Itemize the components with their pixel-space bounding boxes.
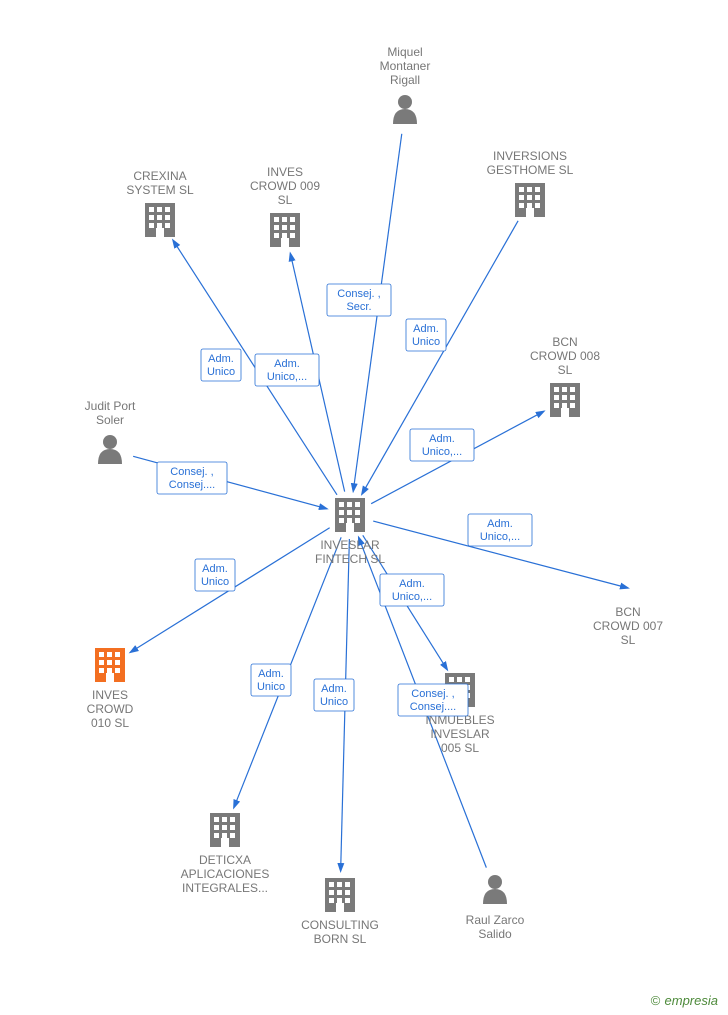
node-crexina[interactable]: CREXINASYSTEM SL (126, 169, 194, 237)
edge-label: Adm.Unico (251, 664, 291, 696)
edge-label: Consej. ,Secr. (327, 284, 391, 316)
node-judit[interactable]: Judit PortSoler (85, 399, 136, 464)
node-label: CONSULTINGBORN SL (301, 918, 379, 946)
node-inversions[interactable]: INVERSIONSGESTHOME SL (487, 149, 574, 217)
svg-text:© empresia: © empresia (650, 992, 718, 1009)
node-label: INVESLARFINTECH SL (315, 538, 385, 566)
copyright-symbol: © (650, 993, 660, 1008)
node-label: INVERSIONSGESTHOME SL (487, 149, 574, 177)
node-label: Raul ZarcoSalido (466, 913, 525, 941)
svg-text:Adm.Unico: Adm.Unico (257, 668, 285, 693)
node-bcn008[interactable]: BCNCROWD 008SL (530, 335, 600, 417)
node-inves010[interactable]: INVESCROWD010 SL (87, 648, 134, 730)
network-diagram: MiquelMontanerRigall INVERSIONSGESTHOME S… (0, 0, 728, 1015)
node-consulting[interactable]: CONSULTINGBORN SL (301, 878, 379, 946)
footer: © empresia (650, 992, 718, 1009)
node-bcn007[interactable]: BCNCROWD 007SL (593, 605, 663, 647)
brand-e: e (665, 993, 672, 1008)
edge-label: Adm.Unico (406, 319, 446, 351)
node-inves009[interactable]: INVESCROWD 009SL (250, 165, 320, 247)
node-label: DETICXAAPLICACIONESINTEGRALES... (181, 853, 270, 895)
svg-text:Adm.Unico: Adm.Unico (201, 563, 229, 588)
svg-text:Consej. ,Consej....: Consej. ,Consej.... (169, 466, 215, 491)
node-label: BCNCROWD 008SL (530, 335, 600, 377)
node-label: BCNCROWD 007SL (593, 605, 663, 647)
svg-text:Adm.Unico: Adm.Unico (320, 683, 348, 708)
node-label: CREXINASYSTEM SL (126, 169, 194, 197)
edge-label: Adm.Unico (201, 349, 241, 381)
nodes-layer: MiquelMontanerRigall INVERSIONSGESTHOME S… (85, 45, 664, 946)
edge-label: Adm.Unico (195, 559, 235, 591)
svg-text:Adm.Unico: Adm.Unico (207, 353, 235, 378)
edge-label: Adm.Unico,... (468, 514, 532, 546)
svg-text:Adm.Unico: Adm.Unico (412, 323, 440, 348)
node-miquel[interactable]: MiquelMontanerRigall (380, 45, 431, 124)
node-label: MiquelMontanerRigall (380, 45, 431, 87)
edge-label: Adm.Unico,... (410, 429, 474, 461)
node-label: INVESCROWD010 SL (87, 688, 134, 730)
edge-label: Adm.Unico,... (255, 354, 319, 386)
node-label: INVESCROWD 009SL (250, 165, 320, 207)
edges-layer (130, 134, 628, 871)
edge-label: Adm.Unico (314, 679, 354, 711)
node-label: Judit PortSoler (85, 399, 136, 427)
edge-label: Consej. ,Consej.... (398, 684, 468, 716)
edge-label: Adm.Unico,... (380, 574, 444, 606)
footer-brand: mpresia (672, 993, 718, 1008)
node-deticxa[interactable]: DETICXAAPLICACIONESINTEGRALES... (181, 813, 270, 895)
node-raul[interactable]: Raul ZarcoSalido (466, 875, 525, 941)
node-label: INMUEBLESINVESLAR005 SL (425, 713, 494, 755)
edge-label: Consej. ,Consej.... (157, 462, 227, 494)
svg-text:Consej. ,Consej....: Consej. ,Consej.... (410, 688, 456, 713)
